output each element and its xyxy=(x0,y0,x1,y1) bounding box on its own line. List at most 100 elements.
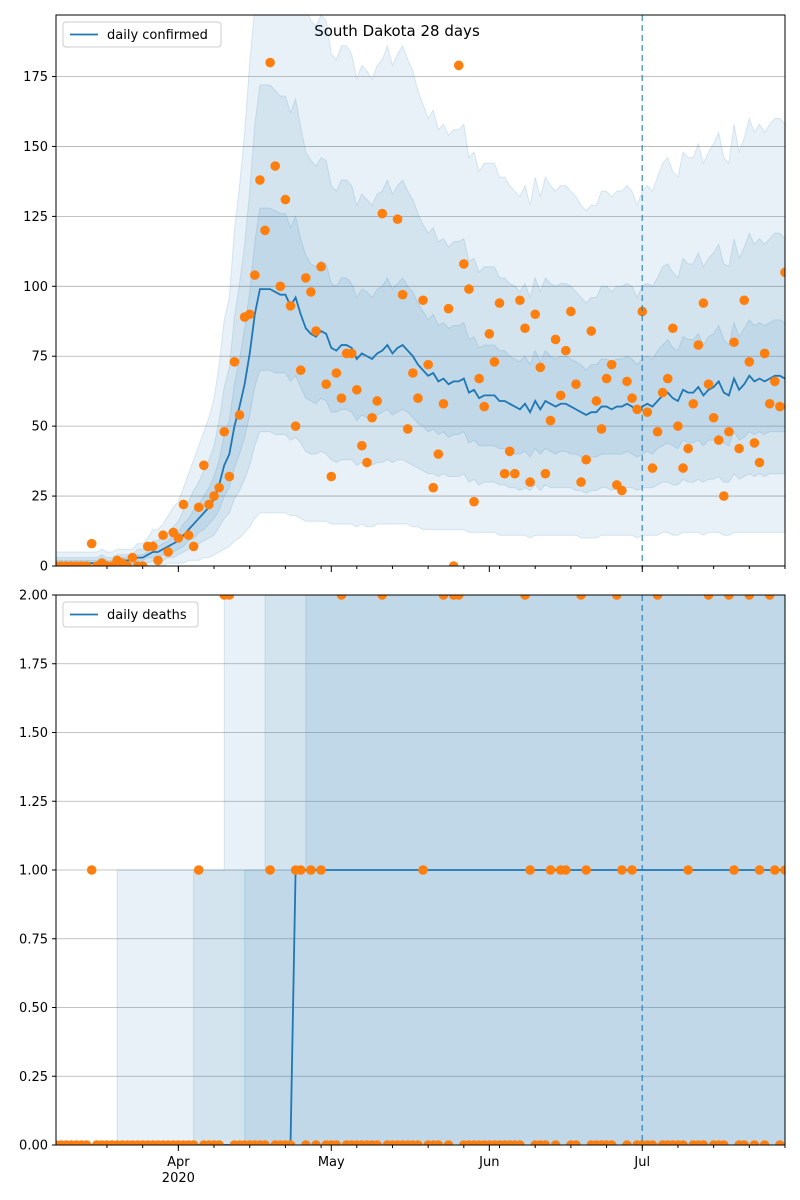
data-point xyxy=(719,1140,729,1145)
data-point xyxy=(178,499,189,510)
data-point xyxy=(300,273,311,283)
data-point xyxy=(153,555,163,566)
data-point xyxy=(163,547,173,557)
data-point xyxy=(443,1140,454,1145)
data-point xyxy=(423,359,433,370)
data-point xyxy=(229,357,240,367)
data-point xyxy=(443,303,454,314)
data-point xyxy=(560,865,571,875)
data-point xyxy=(515,1140,525,1145)
data-point xyxy=(448,561,459,566)
data-point xyxy=(525,865,535,875)
data-point xyxy=(81,561,92,566)
data-point xyxy=(535,362,546,373)
data-point xyxy=(346,348,357,359)
data-point xyxy=(464,284,474,294)
data-point xyxy=(474,373,484,384)
data-point xyxy=(148,541,158,552)
data-point xyxy=(591,396,602,406)
data-point xyxy=(581,865,591,875)
data-point xyxy=(285,1140,296,1145)
data-point xyxy=(550,334,561,345)
data-point xyxy=(606,1140,617,1145)
y-tick-label: 1.75 xyxy=(19,657,48,672)
chart-title: South Dakota 28 days xyxy=(314,22,480,40)
data-point xyxy=(453,60,464,71)
y-tick-label: 0.75 xyxy=(19,932,48,947)
data-point xyxy=(622,376,632,387)
data-point xyxy=(367,412,377,423)
data-point xyxy=(438,398,449,409)
data-point xyxy=(265,57,275,68)
data-point xyxy=(321,379,331,389)
data-point xyxy=(479,401,490,412)
data-point xyxy=(785,309,795,319)
data-point xyxy=(438,595,449,600)
y-tick-label: 0.50 xyxy=(19,1001,48,1016)
data-point xyxy=(581,454,591,465)
data-point xyxy=(397,289,408,300)
data-point xyxy=(749,1140,760,1145)
data-point xyxy=(326,471,337,482)
data-point xyxy=(520,595,530,600)
data-point xyxy=(224,595,235,600)
legend-label: daily confirmed xyxy=(107,28,208,43)
data-point xyxy=(510,468,520,479)
data-point xyxy=(459,259,469,269)
data-point xyxy=(413,393,423,403)
data-point xyxy=(678,1140,688,1145)
data-point xyxy=(647,463,658,473)
data-point xyxy=(576,477,586,487)
data-point xyxy=(571,379,581,389)
data-point xyxy=(586,326,597,336)
data-point xyxy=(754,865,765,875)
data-point xyxy=(183,530,194,541)
series-line-deaths xyxy=(56,869,785,1145)
data-point xyxy=(244,309,255,320)
data-point xyxy=(408,368,418,378)
data-point xyxy=(173,533,184,543)
data-point xyxy=(418,295,428,306)
data-point xyxy=(596,424,607,434)
data-point xyxy=(331,368,342,378)
data-point xyxy=(204,499,214,510)
data-point xyxy=(525,477,535,487)
data-point xyxy=(617,485,627,496)
data-point xyxy=(300,1140,311,1145)
y-tick-label: 0.00 xyxy=(19,1139,48,1154)
data-point xyxy=(734,443,744,454)
y-tick-label: 1.50 xyxy=(19,726,48,741)
plot-area xyxy=(56,595,785,1145)
data-point xyxy=(540,468,551,479)
y-tick-label: 1.25 xyxy=(19,795,48,810)
legend-box xyxy=(62,21,222,48)
data-point xyxy=(137,561,148,566)
data-point xyxy=(86,538,97,549)
data-point xyxy=(724,595,734,600)
data-point xyxy=(759,348,770,359)
data-point xyxy=(357,440,367,451)
data-point xyxy=(484,329,495,339)
data-point xyxy=(260,225,270,236)
deaths-panel: 0.00 0.25 0.50 0.75 1.00 1.25 1.50 1.75 2.00 Apr2… xyxy=(19,589,786,1186)
band-inner xyxy=(244,595,785,1145)
data-point xyxy=(372,1140,382,1145)
data-point xyxy=(683,443,693,454)
data-point xyxy=(122,561,133,566)
x-tick-sublabel: 2020 xyxy=(162,1171,195,1186)
data-point xyxy=(255,175,265,185)
data-point xyxy=(560,345,571,356)
data-point xyxy=(764,595,775,600)
data-point xyxy=(316,865,326,875)
data-point xyxy=(351,384,362,395)
data-point xyxy=(362,457,372,468)
data-point xyxy=(428,482,439,493)
data-point xyxy=(545,415,556,426)
x-tick-label: Apr xyxy=(167,1155,190,1170)
data-point xyxy=(336,595,347,600)
data-point xyxy=(86,865,97,875)
data-point xyxy=(285,301,296,311)
data-point xyxy=(193,502,204,513)
data-point xyxy=(127,552,138,563)
